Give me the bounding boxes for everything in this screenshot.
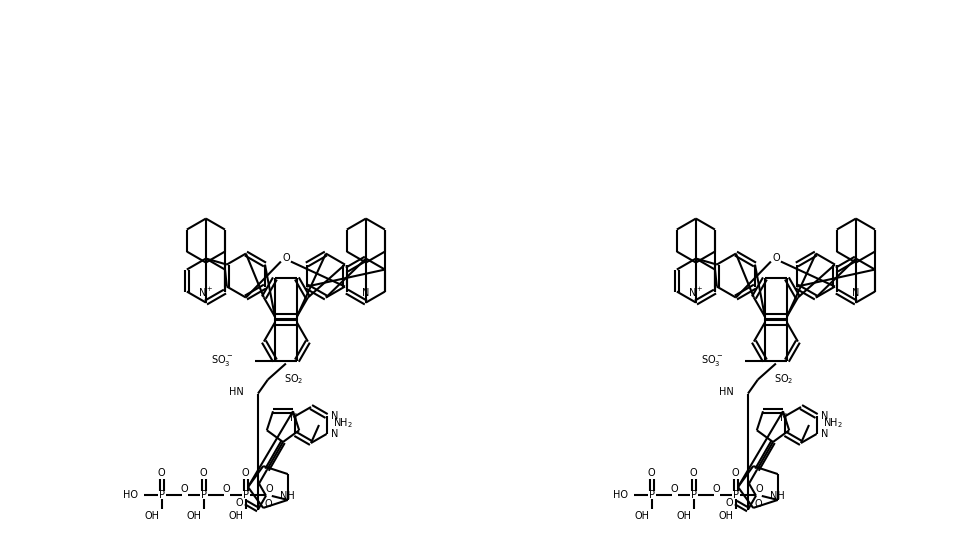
Text: N$^+$: N$^+$ [198,286,214,299]
Text: O: O [671,484,679,494]
Text: P: P [159,490,165,500]
Text: NH: NH [280,491,294,501]
Text: N: N [821,429,829,439]
Text: O: O [772,252,780,262]
Text: N: N [780,413,788,424]
Text: P: P [733,490,739,500]
Text: O: O [200,468,208,478]
Text: O: O [266,484,274,494]
Text: N: N [852,288,860,298]
Text: OH: OH [229,511,244,521]
Text: O: O [725,498,732,508]
Text: O: O [713,484,721,494]
Text: O: O [756,484,763,494]
Text: NH$_2$: NH$_2$ [333,416,353,430]
Text: HO: HO [123,490,137,500]
Text: O: O [732,468,740,478]
Text: $\mathregular{SO_3^-}$: $\mathregular{SO_3^-}$ [211,353,233,368]
Text: O: O [690,468,697,478]
Text: O: O [242,468,250,478]
Text: HN: HN [229,387,244,397]
Text: N: N [331,411,338,421]
Text: OH: OH [187,511,202,521]
Text: P: P [691,490,697,500]
Text: O: O [264,499,272,509]
Text: OH: OH [677,511,692,521]
Text: O: O [158,468,166,478]
Text: N: N [362,288,370,298]
Text: O: O [648,468,655,478]
Text: N$^+$: N$^+$ [688,286,704,299]
Text: N: N [331,429,338,439]
Text: NH: NH [770,491,785,501]
Text: $\mathregular{SO_2}$: $\mathregular{SO_2}$ [774,373,794,387]
Text: HO: HO [613,490,628,500]
Text: HN: HN [720,387,734,397]
Text: N: N [291,413,297,424]
Text: P: P [648,490,655,500]
Text: OH: OH [635,511,649,521]
Text: $\mathregular{SO_2}$: $\mathregular{SO_2}$ [284,373,303,387]
Text: P: P [201,490,207,500]
Text: P: P [243,490,249,500]
Text: OH: OH [145,511,160,521]
Text: NH$_2$: NH$_2$ [823,416,843,430]
Text: N: N [821,411,829,421]
Text: O: O [181,484,188,494]
Text: O: O [282,252,290,262]
Text: $\mathregular{SO_3^-}$: $\mathregular{SO_3^-}$ [701,353,722,368]
Text: O: O [755,499,762,509]
Text: OH: OH [719,511,734,521]
Text: O: O [235,498,243,508]
Text: O: O [223,484,231,494]
